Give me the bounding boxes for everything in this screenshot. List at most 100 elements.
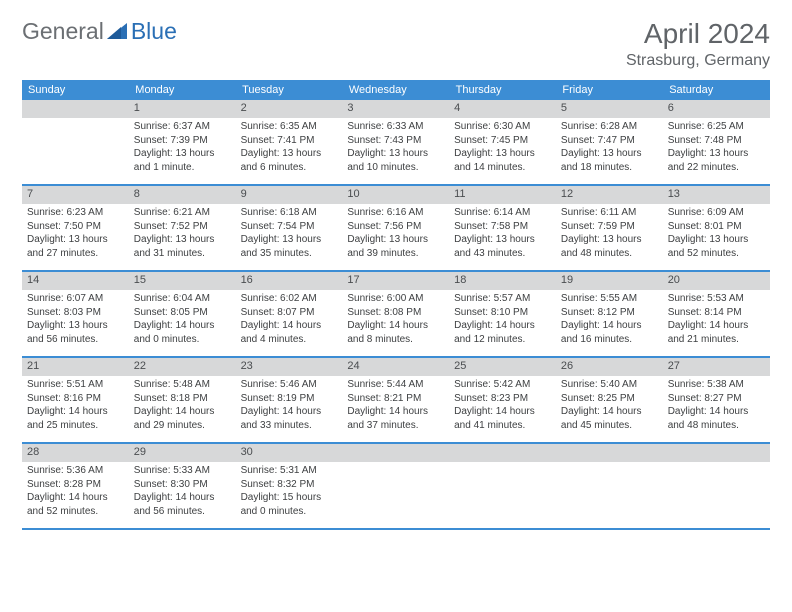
calendar-week-row: 1Sunrise: 6:37 AMSunset: 7:39 PMDaylight… — [22, 100, 770, 185]
date-number: 29 — [129, 444, 236, 462]
cell-line: Sunset: 8:10 PM — [454, 306, 551, 320]
calendar-cell: 19Sunrise: 5:55 AMSunset: 8:12 PMDayligh… — [556, 271, 663, 357]
calendar-cell — [449, 443, 556, 529]
cell-line: Sunrise: 6:00 AM — [347, 292, 444, 306]
date-number: 22 — [129, 358, 236, 376]
cell-line: Sunrise: 6:11 AM — [561, 206, 658, 220]
cell-line: Daylight: 13 hours and 22 minutes. — [668, 147, 765, 174]
calendar-cell: 16Sunrise: 6:02 AMSunset: 8:07 PMDayligh… — [236, 271, 343, 357]
day-header: Friday — [556, 80, 663, 100]
cell-line: Sunrise: 6:28 AM — [561, 120, 658, 134]
calendar-header-row: SundayMondayTuesdayWednesdayThursdayFrid… — [22, 80, 770, 100]
calendar-cell: 3Sunrise: 6:33 AMSunset: 7:43 PMDaylight… — [342, 100, 449, 185]
cell-detail: Sunrise: 6:23 AMSunset: 7:50 PMDaylight:… — [22, 204, 129, 266]
cell-detail: Sunrise: 5:38 AMSunset: 8:27 PMDaylight:… — [663, 376, 770, 438]
calendar-cell: 29Sunrise: 5:33 AMSunset: 8:30 PMDayligh… — [129, 443, 236, 529]
date-number: 30 — [236, 444, 343, 462]
date-number: 11 — [449, 186, 556, 204]
cell-line: Daylight: 14 hours and 48 minutes. — [668, 405, 765, 432]
date-number: 8 — [129, 186, 236, 204]
cell-line: Daylight: 15 hours and 0 minutes. — [241, 491, 338, 518]
calendar-week-row: 14Sunrise: 6:07 AMSunset: 8:03 PMDayligh… — [22, 271, 770, 357]
cell-line: Sunset: 8:08 PM — [347, 306, 444, 320]
calendar-cell: 8Sunrise: 6:21 AMSunset: 7:52 PMDaylight… — [129, 185, 236, 271]
cell-detail: Sunrise: 6:11 AMSunset: 7:59 PMDaylight:… — [556, 204, 663, 266]
cell-detail: Sunrise: 6:00 AMSunset: 8:08 PMDaylight:… — [342, 290, 449, 352]
date-number: 15 — [129, 272, 236, 290]
cell-detail: Sunrise: 6:07 AMSunset: 8:03 PMDaylight:… — [22, 290, 129, 352]
cell-line: Sunset: 8:27 PM — [668, 392, 765, 406]
cell-detail: Sunrise: 6:18 AMSunset: 7:54 PMDaylight:… — [236, 204, 343, 266]
cell-line: Sunset: 7:48 PM — [668, 134, 765, 148]
cell-line: Sunset: 7:56 PM — [347, 220, 444, 234]
cell-line: Sunrise: 6:35 AM — [241, 120, 338, 134]
cell-line: Daylight: 14 hours and 29 minutes. — [134, 405, 231, 432]
cell-line: Sunset: 8:01 PM — [668, 220, 765, 234]
cell-line: Sunset: 7:47 PM — [561, 134, 658, 148]
calendar-cell: 14Sunrise: 6:07 AMSunset: 8:03 PMDayligh… — [22, 271, 129, 357]
cell-detail: Sunrise: 6:21 AMSunset: 7:52 PMDaylight:… — [129, 204, 236, 266]
cell-detail: Sunrise: 5:57 AMSunset: 8:10 PMDaylight:… — [449, 290, 556, 352]
cell-line: Daylight: 13 hours and 18 minutes. — [561, 147, 658, 174]
logo-triangle-icon — [107, 21, 127, 42]
logo-text-2: Blue — [131, 18, 177, 45]
calendar-cell: 7Sunrise: 6:23 AMSunset: 7:50 PMDaylight… — [22, 185, 129, 271]
cell-detail: Sunrise: 5:51 AMSunset: 8:16 PMDaylight:… — [22, 376, 129, 438]
cell-detail: Sunrise: 6:35 AMSunset: 7:41 PMDaylight:… — [236, 118, 343, 180]
calendar-cell: 13Sunrise: 6:09 AMSunset: 8:01 PMDayligh… — [663, 185, 770, 271]
cell-line: Daylight: 14 hours and 52 minutes. — [27, 491, 124, 518]
cell-line: Sunrise: 6:14 AM — [454, 206, 551, 220]
cell-line: Sunset: 8:05 PM — [134, 306, 231, 320]
cell-detail: Sunrise: 5:48 AMSunset: 8:18 PMDaylight:… — [129, 376, 236, 438]
calendar-cell: 4Sunrise: 6:30 AMSunset: 7:45 PMDaylight… — [449, 100, 556, 185]
calendar-cell — [342, 443, 449, 529]
cell-line: Sunrise: 5:33 AM — [134, 464, 231, 478]
cell-line: Sunrise: 6:16 AM — [347, 206, 444, 220]
cell-detail: Sunrise: 6:04 AMSunset: 8:05 PMDaylight:… — [129, 290, 236, 352]
cell-line: Daylight: 14 hours and 0 minutes. — [134, 319, 231, 346]
cell-line: Sunrise: 5:48 AM — [134, 378, 231, 392]
cell-line: Daylight: 13 hours and 52 minutes. — [668, 233, 765, 260]
cell-line: Sunset: 8:12 PM — [561, 306, 658, 320]
cell-line: Sunset: 8:30 PM — [134, 478, 231, 492]
cell-line: Daylight: 14 hours and 41 minutes. — [454, 405, 551, 432]
cell-detail: Sunrise: 5:53 AMSunset: 8:14 PMDaylight:… — [663, 290, 770, 352]
cell-line: Sunset: 8:21 PM — [347, 392, 444, 406]
date-number: 21 — [22, 358, 129, 376]
cell-line: Sunset: 8:14 PM — [668, 306, 765, 320]
date-number: 2 — [236, 100, 343, 118]
calendar-week-row: 7Sunrise: 6:23 AMSunset: 7:50 PMDaylight… — [22, 185, 770, 271]
cell-line: Sunrise: 6:33 AM — [347, 120, 444, 134]
cell-line: Daylight: 14 hours and 37 minutes. — [347, 405, 444, 432]
month-title: April 2024 — [626, 18, 770, 50]
page-header: General Blue April 2024 Strasburg, Germa… — [22, 18, 770, 70]
cell-line: Daylight: 13 hours and 1 minute. — [134, 147, 231, 174]
calendar-week-row: 28Sunrise: 5:36 AMSunset: 8:28 PMDayligh… — [22, 443, 770, 529]
cell-line: Daylight: 13 hours and 56 minutes. — [27, 319, 124, 346]
calendar-cell: 11Sunrise: 6:14 AMSunset: 7:58 PMDayligh… — [449, 185, 556, 271]
cell-line: Sunrise: 5:44 AM — [347, 378, 444, 392]
cell-line: Sunrise: 5:46 AM — [241, 378, 338, 392]
cell-detail: Sunrise: 5:40 AMSunset: 8:25 PMDaylight:… — [556, 376, 663, 438]
cell-line: Daylight: 13 hours and 10 minutes. — [347, 147, 444, 174]
cell-line: Daylight: 13 hours and 39 minutes. — [347, 233, 444, 260]
cell-line: Sunset: 8:16 PM — [27, 392, 124, 406]
calendar-cell: 5Sunrise: 6:28 AMSunset: 7:47 PMDaylight… — [556, 100, 663, 185]
calendar-cell: 15Sunrise: 6:04 AMSunset: 8:05 PMDayligh… — [129, 271, 236, 357]
cell-line: Sunset: 8:19 PM — [241, 392, 338, 406]
cell-detail: Sunrise: 6:09 AMSunset: 8:01 PMDaylight:… — [663, 204, 770, 266]
date-number — [663, 444, 770, 462]
title-block: April 2024 Strasburg, Germany — [626, 18, 770, 70]
day-header: Saturday — [663, 80, 770, 100]
cell-detail: Sunrise: 5:33 AMSunset: 8:30 PMDaylight:… — [129, 462, 236, 524]
date-number — [342, 444, 449, 462]
cell-detail: Sunrise: 6:02 AMSunset: 8:07 PMDaylight:… — [236, 290, 343, 352]
cell-line: Sunrise: 5:40 AM — [561, 378, 658, 392]
calendar-cell: 10Sunrise: 6:16 AMSunset: 7:56 PMDayligh… — [342, 185, 449, 271]
calendar-cell: 26Sunrise: 5:40 AMSunset: 8:25 PMDayligh… — [556, 357, 663, 443]
date-number: 9 — [236, 186, 343, 204]
cell-line: Sunrise: 6:09 AM — [668, 206, 765, 220]
date-number: 14 — [22, 272, 129, 290]
cell-line: Sunrise: 5:57 AM — [454, 292, 551, 306]
day-header: Tuesday — [236, 80, 343, 100]
